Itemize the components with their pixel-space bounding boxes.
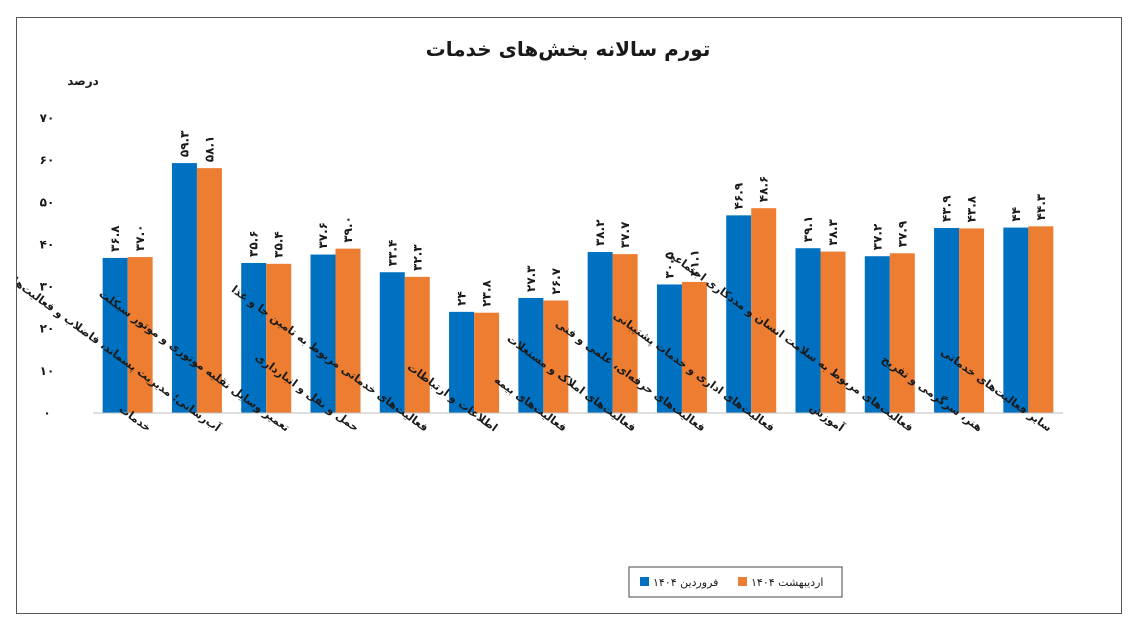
data-label: ۲۶.۷: [549, 267, 563, 294]
chart-title: تورم سالانه بخش‌های خدمات: [426, 37, 711, 61]
y-tick-label: ۳۰: [40, 280, 55, 294]
data-label: ۴۴.۳: [1034, 193, 1048, 220]
data-label: ۳۷.۰: [133, 225, 147, 252]
bar-farvardin: [864, 256, 890, 413]
data-label: ۴۴: [1009, 207, 1023, 222]
bar-farvardin: [379, 272, 405, 413]
bar-ordibehesht: [751, 208, 777, 413]
legend-swatch-ordibehesht: [738, 577, 747, 586]
chart-frame: تورم سالانه بخش‌های خدمات درصد ۰ ۱۰ ۲۰ ۳۰ ۴۰…: [16, 17, 1122, 614]
data-label: ۳۸.۳: [826, 218, 840, 245]
bar-farvardin: [449, 311, 475, 413]
bar-ordibehesht: [889, 253, 915, 413]
data-label: ۵۹.۳: [177, 130, 191, 157]
bar-ordibehesht: [1028, 226, 1054, 413]
y-tick-label: ۵۰: [40, 195, 55, 209]
data-label: ۲۷.۳: [524, 265, 538, 292]
bar-farvardin: [656, 284, 682, 413]
y-axis-unit-label: درصد: [67, 74, 99, 88]
legend-label-farvardin: فروردین ۱۴۰۴: [653, 576, 718, 589]
data-label: ۳۶.۸: [108, 225, 122, 252]
data-labels-group: ۳۶.۸ ۵۹.۳ ۳۵.۶ ۳۷.۶ ۳۳.۴ ۲۴ ۲۷.۳ ۳۸.۲ ۳۰.۵ ۴۶.۹ ۳۹…: [108, 130, 1048, 307]
bar-ordibehesht: [820, 251, 846, 413]
data-label: ۳۹.۰: [341, 216, 355, 243]
data-label: ۲۴: [455, 291, 469, 306]
bar-ordibehesht: [543, 300, 569, 413]
bar-ordibehesht: [474, 312, 500, 413]
bar-ordibehesht: [196, 168, 222, 413]
data-label: ۳۸.۲: [593, 219, 607, 246]
bar-ordibehesht: [959, 228, 985, 413]
bar-farvardin: [171, 163, 197, 413]
data-label: ۳۱.۱: [687, 249, 701, 276]
data-label: ۵۸.۱: [202, 136, 216, 163]
bar-ordibehesht: [404, 276, 430, 413]
y-tick-label: ۶۰: [40, 153, 55, 167]
data-label: ۳۳.۴: [385, 240, 399, 267]
data-label: ۳۷.۹: [895, 220, 909, 247]
data-label: ۳۷.۶: [316, 222, 330, 249]
bar-ordibehesht: [266, 263, 292, 413]
data-label: ۴۳.۹: [940, 195, 954, 222]
legend-swatch-farvardin: [640, 577, 649, 586]
data-label: ۲۳.۸: [480, 279, 494, 306]
bar-farvardin: [310, 254, 336, 413]
bar-ordibehesht: [127, 257, 153, 413]
legend-box: [628, 566, 843, 598]
data-label: ۳۷.۷: [618, 221, 632, 248]
chart-svg: تورم سالانه بخش‌های خدمات درصد ۰ ۱۰ ۲۰ ۳۰ ۴۰…: [17, 37, 1063, 598]
data-label: ۴۸.۶: [757, 176, 771, 203]
data-label: ۴۳.۸: [965, 195, 979, 222]
bar-farvardin: [795, 248, 821, 413]
data-label: ۳۷.۲: [870, 223, 884, 250]
data-label: ۳۵.۶: [247, 230, 261, 257]
y-tick-label: ۷۰: [40, 111, 55, 125]
legend: فروردین ۱۴۰۴ اردیبهشت ۱۴۰۴: [628, 566, 843, 598]
bar-farvardin: [102, 257, 128, 413]
bar-farvardin: [726, 215, 752, 413]
bar-ordibehesht: [335, 248, 361, 413]
bar-farvardin: [587, 252, 613, 413]
bar-farvardin: [241, 262, 267, 413]
data-label: ۴۶.۹: [732, 182, 746, 209]
y-tick-label: ۱۰: [40, 364, 55, 378]
data-label: ۳۲.۳: [410, 244, 424, 271]
bar-farvardin: [518, 297, 544, 413]
bar-ordibehesht: [612, 254, 638, 413]
bar-farvardin: [934, 227, 960, 413]
bar-ordibehesht: [681, 281, 707, 413]
bars-group: [102, 163, 1054, 413]
data-label: ۳۰.۵: [662, 252, 676, 279]
data-label: ۳۹.۱: [801, 216, 815, 243]
y-tick-label: ۲۰: [40, 322, 55, 336]
y-axis-ticks: ۰ ۱۰ ۲۰ ۳۰ ۴۰ ۵۰ ۶۰ ۷۰: [40, 111, 55, 420]
legend-label-ordibehesht: اردیبهشت ۱۴۰۴: [751, 576, 823, 589]
bar-farvardin: [1003, 227, 1029, 413]
y-tick-label: ۰: [43, 406, 50, 420]
y-tick-label: ۴۰: [40, 237, 55, 251]
data-label: ۳۵.۴: [272, 231, 286, 258]
